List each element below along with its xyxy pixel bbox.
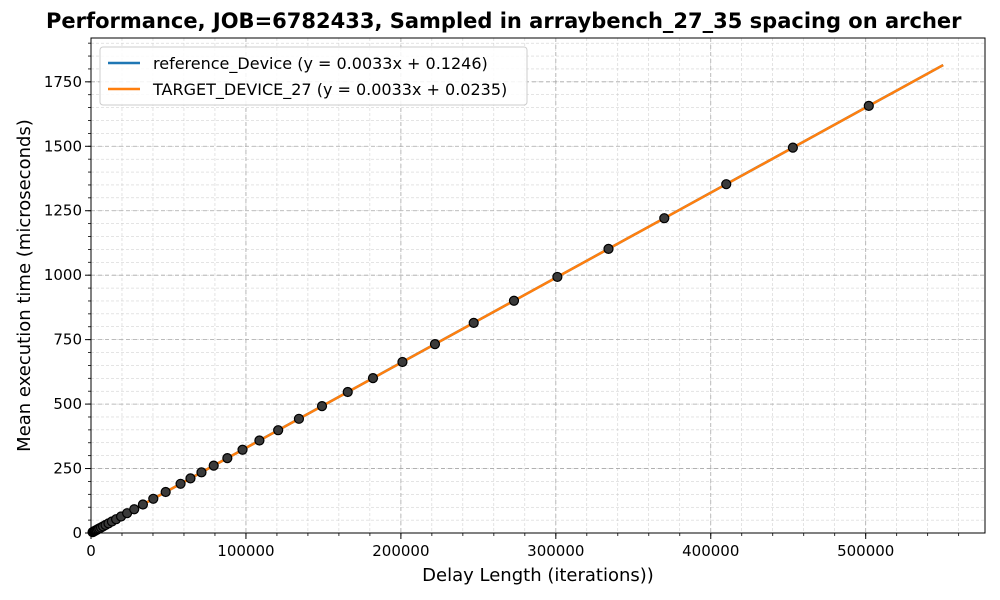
data-point (787, 142, 798, 153)
legend: reference_Device (y = 0.0033x + 0.1246) T… (99, 46, 528, 106)
x-tick-label: 300000 (527, 542, 584, 560)
data-point (185, 473, 196, 484)
data-point (137, 499, 149, 510)
data-point (316, 401, 328, 412)
y-axis-label: Mean execution time (microseconds) (14, 119, 35, 452)
x-tick-label: 200000 (372, 542, 429, 560)
x-tick-label: 0 (86, 542, 96, 560)
data-point (603, 243, 614, 254)
y-tick-label: 1750 (44, 73, 82, 91)
data-point (175, 478, 186, 489)
data-point (196, 467, 207, 478)
data-point (659, 213, 670, 224)
y-tick-label: 750 (53, 331, 82, 349)
data-point (160, 486, 171, 498)
legend-entry: reference_Device (y = 0.0033x + 0.1246) (153, 54, 488, 74)
y-tick-label: 1250 (44, 202, 82, 220)
y-tick-label: 500 (53, 395, 82, 413)
x-tick-label: 400000 (682, 542, 739, 560)
y-tick-label: 1500 (44, 137, 82, 155)
data-point (342, 386, 353, 398)
data-point (429, 339, 441, 350)
y-tick-label: 1000 (44, 266, 82, 284)
x-axis-label: Delay Length (iterations)) (422, 565, 654, 586)
x-tick-label: 500000 (837, 542, 894, 560)
data-point (397, 356, 408, 368)
data-point (273, 425, 284, 436)
y-tick-label: 250 (53, 460, 82, 478)
data-point (508, 295, 520, 306)
data-point (721, 179, 732, 190)
data-point (129, 504, 140, 515)
data-point (863, 100, 874, 112)
data-point (367, 373, 379, 384)
data-point (254, 435, 265, 446)
data-point (222, 453, 233, 464)
x-tick-label: 100000 (217, 542, 274, 560)
data-point (208, 460, 219, 471)
data-point (552, 271, 563, 283)
legend-box (99, 46, 528, 106)
plot-frame (90, 37, 986, 534)
legend-entry: TARGET_DEVICE_27 (y = 0.0033x + 0.0235) (152, 80, 507, 100)
y-tick-label: 0 (72, 524, 82, 542)
data-point (468, 317, 479, 328)
data-point (293, 413, 305, 424)
x-axis-ticks: 0 100000 200000 300000 400000 500000 (86, 533, 960, 560)
data-point (148, 493, 159, 504)
data-points (87, 100, 874, 538)
chart-title: Performance, JOB=6782433, Sampled in arr… (46, 9, 962, 33)
data-point (237, 444, 248, 455)
y-axis-ticks: 0 250 500 750 1000 1250 1500 1750 (44, 42, 91, 542)
